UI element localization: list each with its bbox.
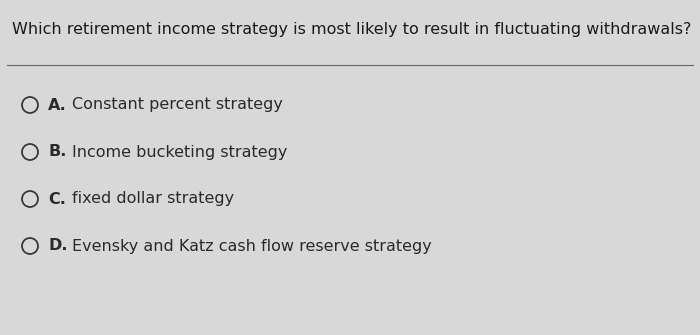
Text: Constant percent strategy: Constant percent strategy (72, 97, 283, 113)
Text: Which retirement income strategy is most likely to result in fluctuating withdra: Which retirement income strategy is most… (12, 22, 692, 37)
Ellipse shape (22, 97, 38, 113)
Text: Income bucketing strategy: Income bucketing strategy (72, 144, 288, 159)
Text: B.: B. (48, 144, 66, 159)
Text: Evensky and Katz cash flow reserve strategy: Evensky and Katz cash flow reserve strat… (72, 239, 432, 254)
Ellipse shape (22, 238, 38, 254)
Text: D.: D. (48, 239, 67, 254)
Ellipse shape (22, 191, 38, 207)
Ellipse shape (22, 144, 38, 160)
Text: fixed dollar strategy: fixed dollar strategy (72, 192, 234, 206)
Text: C.: C. (48, 192, 66, 206)
Text: A.: A. (48, 97, 66, 113)
